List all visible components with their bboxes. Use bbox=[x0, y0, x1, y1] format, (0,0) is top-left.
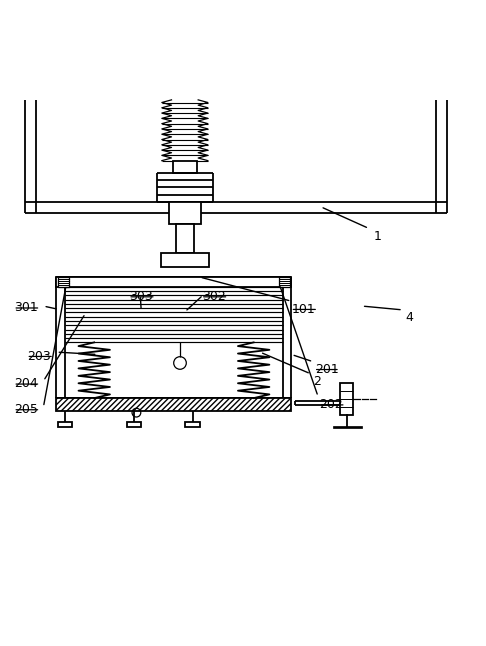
Bar bbox=[56, 398, 292, 412]
Text: 203: 203 bbox=[27, 349, 51, 362]
Bar bbox=[58, 277, 69, 287]
Text: 202: 202 bbox=[320, 398, 343, 411]
Text: 204: 204 bbox=[14, 377, 38, 390]
Text: 303: 303 bbox=[129, 290, 153, 303]
Text: 302: 302 bbox=[202, 290, 226, 303]
Text: 101: 101 bbox=[292, 302, 315, 316]
Bar bbox=[340, 383, 353, 415]
Text: 1: 1 bbox=[374, 230, 382, 243]
Bar bbox=[160, 253, 209, 267]
Text: 205: 205 bbox=[14, 403, 38, 416]
Bar bbox=[169, 202, 201, 224]
Text: 201: 201 bbox=[315, 363, 338, 376]
Bar bbox=[186, 422, 200, 427]
Text: 4: 4 bbox=[405, 311, 413, 324]
Bar bbox=[173, 161, 197, 172]
Bar bbox=[56, 277, 292, 287]
Bar bbox=[58, 422, 72, 427]
Bar bbox=[279, 277, 290, 287]
Bar bbox=[127, 422, 141, 427]
Text: 2: 2 bbox=[313, 375, 321, 388]
Text: 301: 301 bbox=[14, 301, 38, 314]
Bar bbox=[175, 224, 194, 253]
